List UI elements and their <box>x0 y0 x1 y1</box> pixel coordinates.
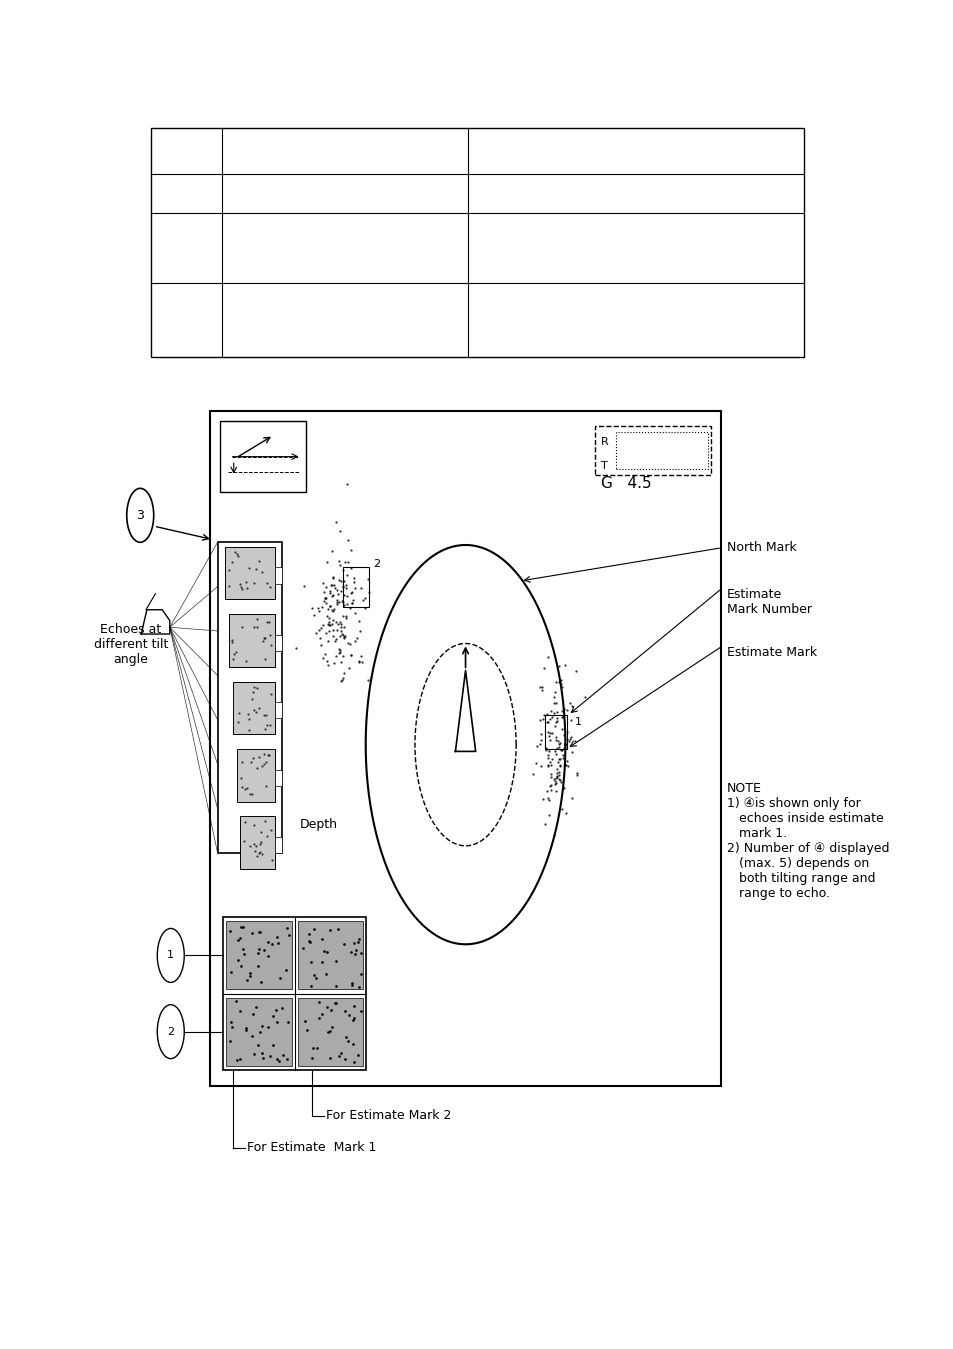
Text: For Estimate  Mark 1: For Estimate Mark 1 <box>247 1141 376 1155</box>
Bar <box>226 998 292 1066</box>
Text: 2: 2 <box>167 1027 174 1036</box>
Bar <box>225 546 274 599</box>
Bar <box>233 681 274 734</box>
Bar <box>274 770 282 786</box>
Bar <box>297 921 363 990</box>
Text: Estimate
Mark Number: Estimate Mark Number <box>726 588 811 615</box>
Bar <box>151 128 803 357</box>
Bar <box>210 411 720 1086</box>
Bar <box>274 635 282 652</box>
Bar <box>223 917 366 1070</box>
Text: 3: 3 <box>136 509 144 522</box>
Bar <box>343 567 368 607</box>
Text: T: T <box>600 461 607 471</box>
Text: 2: 2 <box>373 558 380 568</box>
Bar <box>595 426 710 475</box>
Bar <box>616 432 707 469</box>
Bar <box>217 542 282 853</box>
Text: Echoes at
different tilt
angle: Echoes at different tilt angle <box>93 623 168 666</box>
Bar <box>220 421 306 492</box>
Text: Depth: Depth <box>299 817 337 831</box>
Text: 1: 1 <box>167 951 174 960</box>
Bar <box>274 703 282 719</box>
Bar <box>226 921 292 990</box>
Bar <box>229 614 274 666</box>
Bar <box>240 816 274 869</box>
Text: 1: 1 <box>574 718 581 727</box>
Text: NOTE
1) ④is shown only for
   echoes inside estimate
   mark 1.
2) Number of ④ d: NOTE 1) ④is shown only for echoes inside… <box>726 782 888 900</box>
Bar <box>236 749 274 801</box>
Text: North Mark: North Mark <box>726 541 796 554</box>
Text: For Estimate Mark 2: For Estimate Mark 2 <box>326 1109 451 1122</box>
Bar <box>274 838 282 854</box>
Bar <box>274 568 282 584</box>
Bar <box>545 715 566 749</box>
Text: Estimate Mark: Estimate Mark <box>726 646 816 660</box>
Text: R: R <box>600 437 608 447</box>
Text: G   4.5: G 4.5 <box>600 476 651 491</box>
Bar <box>297 998 363 1066</box>
